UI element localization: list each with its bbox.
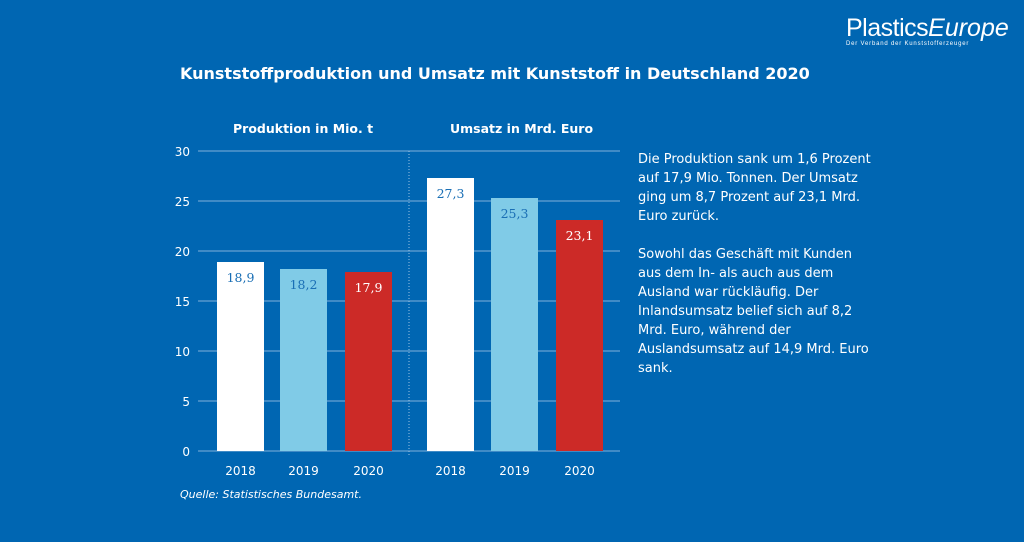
bar: [427, 178, 474, 451]
data-label: 25,3: [501, 206, 529, 221]
data-label: 18,2: [290, 277, 318, 292]
logo-brand: Plastics: [846, 14, 929, 42]
y-tick-label: 20: [175, 245, 190, 259]
bar: [345, 272, 392, 451]
x-tick-label: 2019: [499, 464, 530, 478]
y-tick-label: 5: [182, 395, 190, 409]
y-tick-label: 0: [182, 445, 190, 459]
bar: [217, 262, 264, 451]
data-label: 17,9: [355, 280, 383, 295]
x-tick-label: 2019: [288, 464, 319, 478]
y-tick-label: 30: [175, 145, 190, 159]
description: Die Produktion sank um 1,6 Prozent auf 1…: [638, 150, 878, 397]
description-paragraph-2: Sowohl das Geschäft mit Kunden aus dem I…: [638, 247, 869, 376]
bar: [556, 220, 603, 451]
y-tick-label: 15: [175, 295, 190, 309]
y-tick-label: 25: [175, 195, 190, 209]
x-tick-label: 2018: [225, 464, 256, 478]
panel-title-produktion: Produktion in Mio. t: [233, 121, 374, 136]
description-paragraph-1: Die Produktion sank um 1,6 Prozent auf 1…: [638, 152, 871, 224]
data-label: 18,9: [227, 270, 255, 285]
data-label: 27,3: [437, 186, 465, 201]
x-tick-label: 2018: [435, 464, 466, 478]
panel-title-umsatz: Umsatz in Mrd. Euro: [450, 121, 594, 136]
y-tick-label: 10: [175, 345, 190, 359]
chart-title: Kunststoffproduktion und Umsatz mit Kuns…: [180, 64, 810, 83]
logo-brand-italic: Europe: [928, 14, 1009, 42]
x-tick-label: 2020: [353, 464, 384, 478]
bar: [491, 198, 538, 451]
source-note: Quelle: Statistisches Bundesamt.: [180, 488, 362, 501]
bar: [280, 269, 327, 451]
x-tick-label: 2020: [564, 464, 595, 478]
logo-tagline: Der Verband der Kunststofferzeuger: [846, 41, 970, 47]
data-label: 23,1: [566, 228, 594, 243]
plasticseurope-logo: PlasticsEurope Der Verband der Kunststof…: [846, 14, 1009, 47]
